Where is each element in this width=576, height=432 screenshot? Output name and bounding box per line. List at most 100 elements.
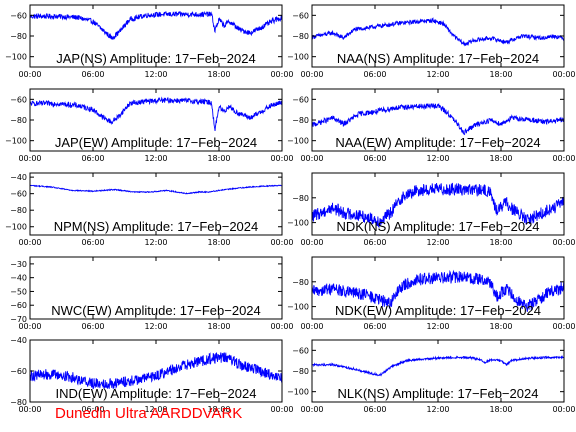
y-tick-label: −60 [292,11,309,20]
y-tick-label: −100 [287,219,309,228]
x-tick-label: 00:00 [552,154,575,163]
chart-panel: −60 −80 −100 00:00 06:00 12:00 18:00 00:00 JAP(N… [5,4,294,79]
x-tick-label: 12:00 [426,238,449,247]
chart-panel: −60 −80 −100 00:00 06:00 12:00 18:00 00:00 NLK(N… [287,339,576,414]
x-tick-label: 12:00 [144,405,167,414]
x-tick-label: 18:00 [207,238,230,247]
x-tick-label: 00:00 [300,238,323,247]
x-tick-label: 00:00 [300,405,323,414]
y-tick-label: −40 [10,173,27,182]
chart-panel: −60 −80 −100 00:00 06:00 12:00 18:00 00:00 NAA(N… [287,4,576,79]
y-tick-label: −70 [10,315,27,324]
x-tick-label: 06:00 [81,405,104,414]
y-tick-label: −100 [5,137,27,146]
series-line [29,352,283,390]
x-tick-label: 00:00 [552,238,575,247]
x-tick-label: 18:00 [489,70,512,79]
panel-title: IND(EW) Amplitude: 17−Feb−2024 [56,386,257,401]
y-tick-label: −60 [292,346,309,355]
x-tick-label: 00:00 [270,154,293,163]
x-tick-label: 00:00 [18,322,41,331]
x-tick-label: 00:00 [270,238,293,247]
y-tick-label: −60 [10,301,27,310]
y-tick-label: −30 [10,260,27,269]
y-tick-label: −50 [10,287,27,296]
x-tick-label: 00:00 [270,405,293,414]
y-tick-label: −80 [292,32,309,41]
y-tick-label: −60 [10,11,27,20]
series-line [311,269,565,312]
y-tick-label: −100 [287,388,309,397]
y-tick-label: −80 [292,367,309,376]
panel-title: JAP(EW) Amplitude: 17−Feb−2024 [55,135,257,150]
x-tick-label: 12:00 [426,154,449,163]
series-line [311,355,565,377]
y-tick-label: −40 [10,274,27,283]
x-tick-label: 00:00 [270,70,293,79]
panel-title: NAA(NS) Amplitude: 17−Feb−2024 [337,51,539,66]
y-tick-label: −100 [5,53,27,62]
series-line [29,96,283,131]
x-tick-label: 12:00 [426,70,449,79]
x-tick-label: 18:00 [207,405,230,414]
y-tick-label: −80 [10,398,27,407]
x-tick-label: 12:00 [144,154,167,163]
y-tick-label: −100 [287,303,309,312]
x-tick-label: 12:00 [426,322,449,331]
x-tick-label: 06:00 [81,70,104,79]
x-tick-label: 00:00 [300,154,323,163]
series-line [29,184,283,195]
x-tick-label: 00:00 [300,322,323,331]
y-tick-label: −100 [5,223,27,232]
chart-panel: −60 −80 −100 00:00 06:00 12:00 18:00 00:00 JAP(E… [5,88,294,163]
y-tick-label: −100 [287,53,309,62]
y-tick-label: −40 [10,336,27,345]
series-line [311,103,565,136]
x-tick-label: 06:00 [81,238,104,247]
x-tick-label: 00:00 [552,405,575,414]
series-line [311,17,565,47]
y-tick-label: −60 [292,95,309,104]
x-tick-label: 06:00 [81,154,104,163]
credit-label: Dunedin Ultra AARDDVARK [55,405,243,422]
y-tick-label: −100 [287,137,309,146]
x-tick-label: 18:00 [207,322,230,331]
panel-title: NDK(EW) Amplitude: 17−Feb−2024 [335,303,541,318]
series-line [29,11,283,40]
x-tick-label: 06:00 [363,405,386,414]
y-tick-label: −80 [292,116,309,125]
x-tick-label: 18:00 [489,238,512,247]
x-tick-label: 12:00 [144,322,167,331]
x-tick-label: 18:00 [489,322,512,331]
panel-title: NDK(NS) Amplitude: 17−Feb−2024 [336,219,539,234]
x-tick-label: 18:00 [489,154,512,163]
x-tick-label: 18:00 [207,70,230,79]
x-tick-label: 06:00 [363,154,386,163]
x-tick-label: 00:00 [18,154,41,163]
panel-title: NAA(EW) Amplitude: 17−Feb−2024 [335,135,540,150]
x-tick-label: 06:00 [363,70,386,79]
chart-panel: −60 −80 −100 00:00 06:00 12:00 18:00 00:00 NAA(E… [287,88,576,163]
x-tick-label: 00:00 [18,238,41,247]
series-line [311,182,565,229]
x-tick-label: 12:00 [144,238,167,247]
x-tick-label: 00:00 [552,70,575,79]
panel-title: NPM(NS) Amplitude: 17−Feb−2024 [54,219,259,234]
x-tick-label: 00:00 [18,405,41,414]
panel-title: NWC(EW) Amplitude: 17−Feb−2024 [51,303,261,318]
x-tick-label: 18:00 [489,405,512,414]
x-tick-label: 18:00 [207,154,230,163]
panel-title: NLK(NS) Amplitude: 17−Feb−2024 [338,386,539,401]
x-tick-label: 00:00 [270,322,293,331]
x-tick-label: 06:00 [81,322,104,331]
y-tick-label: −80 [292,278,309,287]
y-tick-label: −80 [292,194,309,203]
y-tick-label: −80 [10,116,27,125]
chart-panel: −80 −100 00:00 06:00 12:00 18:00 00:00 NDK(EW) … [287,256,576,331]
x-tick-label: 00:00 [18,70,41,79]
x-tick-label: 06:00 [363,322,386,331]
x-tick-label: 12:00 [426,405,449,414]
